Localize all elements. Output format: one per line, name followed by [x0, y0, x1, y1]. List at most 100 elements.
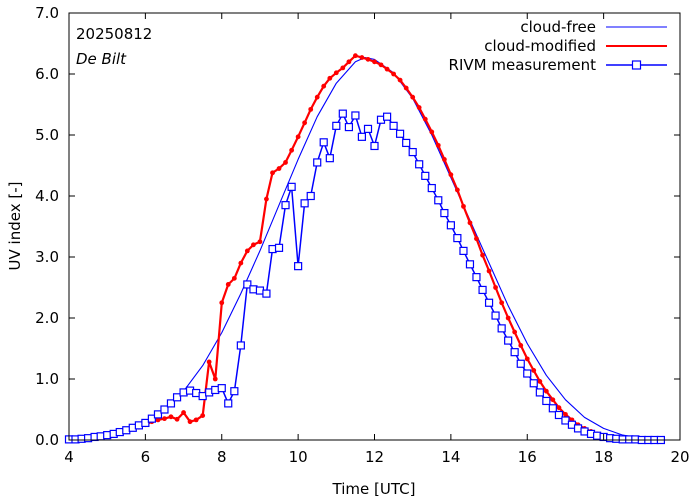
cloud-modified-point	[238, 260, 244, 266]
cloud-modified-point	[518, 343, 524, 348]
cloud-modified-point	[200, 413, 206, 418]
cloud-modified-point	[225, 282, 231, 287]
rivm-measurement-point	[319, 138, 328, 147]
cloud-modified-point	[454, 187, 460, 193]
cloud-modified-point	[403, 85, 409, 91]
rivm-measurement-point	[141, 418, 150, 428]
rivm-measurement-point	[523, 369, 532, 378]
cloud-modified-point	[219, 300, 225, 306]
rivm-measurement-point	[306, 191, 315, 201]
x-tick-label: 10	[289, 448, 308, 466]
cloud-modified-point	[212, 376, 218, 382]
cloud-modified-point	[486, 268, 492, 274]
cloud-modified-point	[563, 411, 568, 417]
cloud-modified-point	[512, 329, 518, 335]
rivm-measurement-point	[262, 289, 271, 298]
cloud-modified-point	[435, 142, 441, 148]
cloud-modified-point	[244, 248, 250, 254]
x-tick-label: 6	[141, 448, 151, 466]
x-tick-label: 18	[594, 448, 613, 466]
cloud-modified-point	[499, 300, 505, 306]
rivm-measurement-point	[510, 348, 519, 357]
legend-label-cloud-free: cloud-free	[520, 18, 596, 36]
cloud-modified-point	[543, 388, 549, 394]
rivm-measurement-point	[465, 260, 475, 269]
rivm-measurement-point	[230, 387, 239, 396]
cloud-modified-point	[441, 157, 447, 162]
cloud-modified-point	[193, 417, 199, 423]
cloud-modified-point	[524, 356, 530, 362]
cloud-modified-point	[493, 285, 498, 290]
rivm-measurement-point	[516, 359, 525, 368]
rivm-measurement-point	[294, 262, 303, 271]
rivm-measurement-point	[548, 404, 557, 413]
rivm-measurement-point	[542, 396, 551, 406]
cloud-modified-point	[162, 416, 167, 422]
rivm-measurement-point	[351, 111, 360, 120]
rivm-measurement-point	[287, 182, 296, 191]
legend-marker-rivm-measurement	[631, 60, 642, 70]
rivm-measurement-point	[453, 233, 462, 243]
cloud-modified-point	[410, 94, 416, 100]
axis-ticks: 4 6 8 10 12 14 16 18 20 0.0 1.0 2.0 3.0 4.0 5.0 6.0 7.0	[35, 4, 689, 466]
cloud-modified-point	[327, 75, 333, 81]
rivm-measurement-point	[274, 243, 284, 252]
cloud-modified-point	[333, 70, 339, 76]
cloud-modified-point	[270, 170, 275, 176]
rivm-measurement-point	[370, 141, 379, 151]
rivm-measurement-point	[160, 405, 169, 414]
rivm-measurement-point	[389, 121, 398, 130]
legend-label-rivm-measurement: RIVM measurement	[449, 56, 597, 74]
cloud-modified-point	[340, 65, 346, 71]
series-layer	[64, 53, 666, 445]
cloud-modified-point	[308, 106, 314, 112]
cloud-modified-point	[295, 134, 301, 140]
cloud-modified-point	[467, 220, 473, 226]
rivm-measurement-point	[338, 109, 347, 118]
rivm-measurement-point	[421, 171, 430, 180]
location-annotation: De Bilt	[76, 50, 127, 68]
cloud-modified-point	[550, 397, 556, 403]
y-tick-label: 0.0	[35, 431, 59, 449]
rivm-measurement-point	[529, 379, 538, 388]
rivm-measurement-point	[446, 221, 455, 230]
cloud-modified-point	[384, 66, 390, 72]
x-tick-label: 8	[217, 448, 227, 466]
cloud-modified-point	[283, 160, 288, 165]
y-axis-label: UV index [-]	[6, 182, 24, 271]
y-tick-label: 3.0	[35, 248, 59, 266]
y-tick-label: 4.0	[35, 187, 59, 205]
cloud-modified-point	[448, 172, 454, 178]
cloud-modified-point	[155, 417, 161, 423]
rivm-measurement-point	[281, 201, 290, 210]
cloud-modified-point	[422, 116, 428, 122]
cloud-modified-point	[391, 71, 396, 77]
rivm-measurement-point	[497, 324, 506, 333]
rivm-measurement-point	[325, 154, 334, 163]
rivm-measurement-point	[383, 112, 392, 121]
cloud-modified-point	[474, 236, 479, 242]
date-annotation: 20250812	[76, 25, 152, 43]
rivm-measurement-point	[504, 336, 513, 345]
x-tick-label: 12	[365, 448, 384, 466]
rivm-measurement-point	[147, 414, 156, 423]
cloud-modified-point	[321, 83, 327, 89]
x-tick-label: 20	[670, 448, 689, 466]
y-tick-label: 6.0	[35, 65, 59, 83]
cloud-modified-point	[537, 379, 543, 384]
cloud-modified-point	[206, 359, 212, 365]
cloud-modified-point	[505, 315, 511, 321]
cloud-modified-point	[257, 239, 263, 245]
cloud-modified-point	[289, 147, 295, 153]
cloud-modified-point	[264, 196, 269, 202]
x-tick-label: 4	[64, 448, 74, 466]
rivm-measurement-point	[300, 199, 309, 208]
y-tick-label: 2.0	[35, 309, 59, 327]
cloud-modified-point	[397, 77, 403, 83]
rivm-measurement-point	[172, 393, 182, 402]
rivm-measurement-point	[363, 124, 373, 134]
cloud-modified-point	[231, 275, 237, 281]
y-tick-label: 5.0	[35, 126, 59, 144]
rivm-measurement-point	[395, 129, 405, 138]
